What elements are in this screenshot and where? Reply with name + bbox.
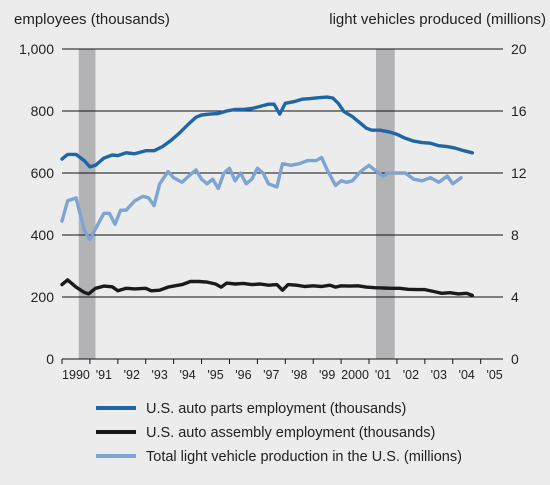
legend: U.S. auto parts employment (thousands) U.… <box>96 401 462 465</box>
x-tick-label: '99 <box>319 368 335 382</box>
x-tick-label: '92 <box>124 368 140 382</box>
left-tick-label: 1,000 <box>19 41 54 57</box>
right-tick-label: 20 <box>511 41 527 57</box>
x-tick-label: '02 <box>403 368 419 382</box>
x-tick-label: '05 <box>486 368 502 382</box>
legend-label-2: U.S. auto assembly employment (thousands… <box>146 425 435 441</box>
x-axis: 1990 '91 '92 '93 '94 '95 '96 '97 '98 '99 2000 '01 '0… <box>61 359 503 382</box>
right-tick-label: 16 <box>511 103 527 119</box>
recession-band-2 <box>376 49 395 359</box>
right-tick-label: 8 <box>511 227 519 243</box>
right-tick-label: 12 <box>511 165 527 181</box>
x-tick-label: '91 <box>96 368 112 382</box>
x-tick-label: 1990 <box>62 368 90 382</box>
x-tick-label: '94 <box>179 368 195 382</box>
x-tick-label: '03 <box>431 368 447 382</box>
x-tick-label: '01 <box>375 368 391 382</box>
x-tick-label: '98 <box>291 368 307 382</box>
left-axis-tick-labels: 0 200 400 600 800 1,000 <box>19 41 54 367</box>
legend-label-1: U.S. auto parts employment (thousands) <box>146 401 406 417</box>
series-line-1 <box>60 95 474 169</box>
right-tick-label: 0 <box>511 351 519 367</box>
left-tick-label: 0 <box>46 351 54 367</box>
left-tick-label: 800 <box>31 103 55 119</box>
x-tick-label: '97 <box>263 368 279 382</box>
left-tick-label: 600 <box>31 165 55 181</box>
x-tick-label: '96 <box>235 368 251 382</box>
x-tick-label: '04 <box>459 368 475 382</box>
series-line-2 <box>60 278 474 298</box>
left-axis-title: employees (thousands) <box>14 11 170 28</box>
right-tick-label: 4 <box>511 289 519 305</box>
right-axis-tick-labels: 0 4 8 12 16 20 <box>511 41 527 367</box>
recession-band-1 <box>78 49 96 359</box>
series-line-3 <box>60 155 463 242</box>
left-tick-label: 200 <box>31 289 55 305</box>
right-axis-title: light vehicles produced (millions) <box>329 11 546 28</box>
legend-label-3: Total light vehicle production in the U.… <box>146 449 462 465</box>
gridlines <box>62 48 503 360</box>
left-tick-label: 400 <box>31 227 55 243</box>
x-tick-label: '93 <box>152 368 168 382</box>
x-tick-label: '95 <box>207 368 223 382</box>
recession-shading-group <box>78 49 395 359</box>
x-tick-label: 2000 <box>341 368 369 382</box>
series-lines <box>60 95 474 298</box>
